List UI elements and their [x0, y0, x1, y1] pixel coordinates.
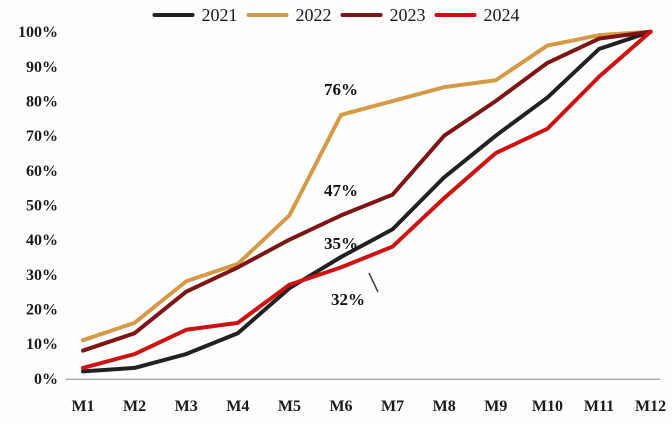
- x-tick-label: M4: [226, 398, 249, 415]
- data-label-2024-M6: 32%: [331, 290, 365, 309]
- x-tick-label: M2: [123, 398, 146, 415]
- y-tick-label: 20%: [26, 301, 58, 318]
- x-tick-label: M6: [329, 398, 352, 415]
- y-tick-label: 50%: [26, 198, 58, 215]
- series-line-2021: [81, 29, 653, 374]
- y-tick-label: 40%: [26, 232, 58, 249]
- x-tick-label: M9: [484, 398, 507, 415]
- y-tick-label: 60%: [26, 163, 58, 180]
- data-label-2022-M6: 76%: [324, 80, 358, 99]
- y-tick-label: 0%: [34, 371, 58, 388]
- legend-label: 2024: [483, 5, 520, 25]
- legend-line-swatch: [246, 13, 289, 17]
- legend-label: 2022: [295, 5, 332, 25]
- legend-label: 2023: [389, 5, 426, 25]
- y-tick-label: 70%: [26, 128, 58, 145]
- x-tick-label: M12: [635, 398, 666, 415]
- series-line-2022: [81, 29, 653, 343]
- x-tick-label: M7: [381, 398, 404, 415]
- legend-line-swatch: [340, 13, 383, 17]
- x-tick-label: M5: [278, 398, 301, 415]
- x-tick-label: M3: [175, 398, 198, 415]
- x-tick-label: M11: [584, 398, 614, 415]
- legend-item-2021: 2021: [152, 5, 238, 25]
- legend-label: 2021: [201, 5, 238, 25]
- legend-item-2023: 2023: [340, 5, 426, 25]
- chart-legend: 2021 2022 2023 2024: [152, 5, 520, 25]
- series-line-2023: [81, 29, 653, 353]
- y-tick-label: 80%: [26, 94, 58, 111]
- y-tick-label: 10%: [26, 336, 58, 353]
- legend-item-2024: 2024: [434, 5, 520, 25]
- legend-item-2022: 2022: [246, 5, 332, 25]
- series-line-2024: [81, 29, 653, 370]
- x-tick-label: M8: [433, 398, 456, 415]
- y-tick-label: 30%: [26, 267, 58, 284]
- annotation-leader-line: [368, 272, 379, 293]
- y-tick-label: 90%: [26, 59, 58, 76]
- x-tick-label: M1: [71, 398, 94, 415]
- data-label-2023-M6: 47%: [324, 181, 358, 200]
- data-label-2021-M6: 35%: [324, 234, 358, 253]
- x-tick-label: M10: [532, 398, 563, 415]
- y-tick-label: 100%: [18, 24, 58, 41]
- legend-line-swatch: [152, 13, 195, 17]
- legend-line-swatch: [434, 13, 477, 17]
